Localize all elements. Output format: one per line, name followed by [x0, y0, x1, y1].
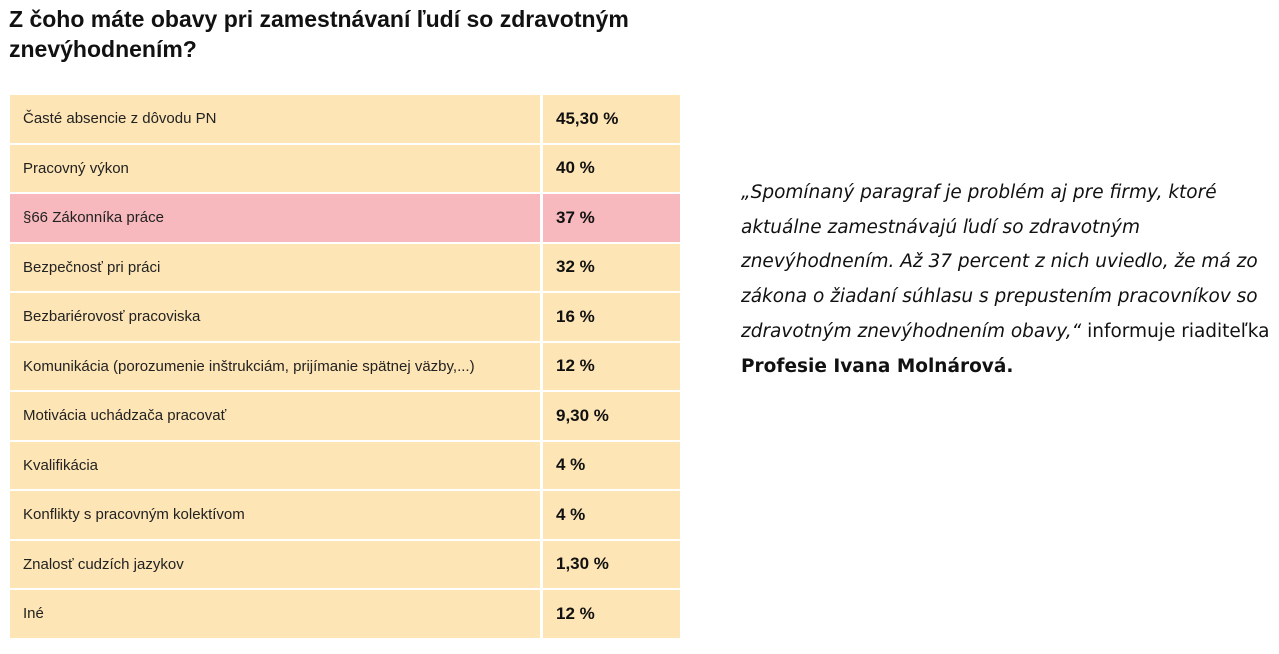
table-row: Bezpečnosť pri práci 32 %: [10, 243, 680, 294]
row-label: Konflikty s pracovným kolektívom: [10, 491, 540, 539]
row-value: 32 %: [543, 243, 680, 291]
quote-text: „Spomínaný paragraf je problém aj pre fi…: [741, 182, 1258, 342]
row-value: 12 %: [543, 342, 680, 390]
table-row: Znalosť cudzích jazykov 1,30 %: [10, 540, 680, 591]
row-value: 9,30 %: [543, 392, 680, 440]
table-row: Pracovný výkon 40 %: [10, 144, 680, 195]
row-label: Iné: [10, 590, 540, 638]
row-value: 40 %: [543, 144, 680, 192]
row-label: Motivácia uchádzača pracovať: [10, 392, 540, 440]
row-value: 4 %: [543, 441, 680, 489]
row-value: 1,30 %: [543, 540, 680, 588]
row-value: 12 %: [543, 590, 680, 638]
table-row: Iné 12 %: [10, 590, 680, 640]
quote-attribution: informuje riaditeľka: [1081, 320, 1270, 342]
row-label: Bezbariérovosť pracoviska: [10, 293, 540, 341]
survey-table: Časté absencie z dôvodu PN 45,30 % Praco…: [10, 95, 680, 640]
row-label: Komunikácia (porozumenie inštrukciám, pr…: [10, 342, 540, 390]
table-row: Kvalifikácia 4 %: [10, 441, 680, 492]
table-row: Časté absencie z dôvodu PN 45,30 %: [10, 95, 680, 145]
row-value: 37 %: [543, 194, 680, 242]
row-label: Znalosť cudzích jazykov: [10, 540, 540, 588]
table-row: Komunikácia (porozumenie inštrukciám, pr…: [10, 342, 680, 393]
quote-author: Profesie Ivana Molnárová.: [741, 355, 1014, 377]
row-label: Kvalifikácia: [10, 441, 540, 489]
row-value: 45,30 %: [543, 95, 680, 143]
quote-block: „Spomínaný paragraf je problém aj pre fi…: [741, 176, 1271, 384]
row-label: Pracovný výkon: [10, 144, 540, 192]
row-label: Bezpečnosť pri práci: [10, 243, 540, 291]
table-row-highlighted: §66 Zákonníka práce 37 %: [10, 194, 680, 244]
row-label: §66 Zákonníka práce: [10, 194, 540, 242]
table-row: Motivácia uchádzača pracovať 9,30 %: [10, 392, 680, 442]
row-value: 16 %: [543, 293, 680, 341]
table-row: Bezbariérovosť pracoviska 16 %: [10, 293, 680, 343]
page-title: Z čoho máte obavy pri zamestnávaní ľudí …: [9, 6, 629, 62]
row-label: Časté absencie z dôvodu PN: [10, 95, 540, 143]
table-row: Konflikty s pracovným kolektívom 4 %: [10, 491, 680, 541]
row-value: 4 %: [543, 491, 680, 539]
